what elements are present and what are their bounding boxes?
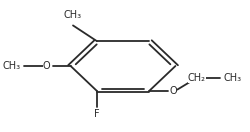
Text: CH₂: CH₂ (188, 73, 206, 83)
Text: O: O (169, 86, 177, 96)
Text: O: O (43, 61, 51, 71)
Text: CH₃: CH₃ (2, 61, 21, 71)
Text: F: F (94, 109, 100, 119)
Text: CH₃: CH₃ (223, 73, 241, 83)
Text: CH₃: CH₃ (64, 10, 82, 20)
